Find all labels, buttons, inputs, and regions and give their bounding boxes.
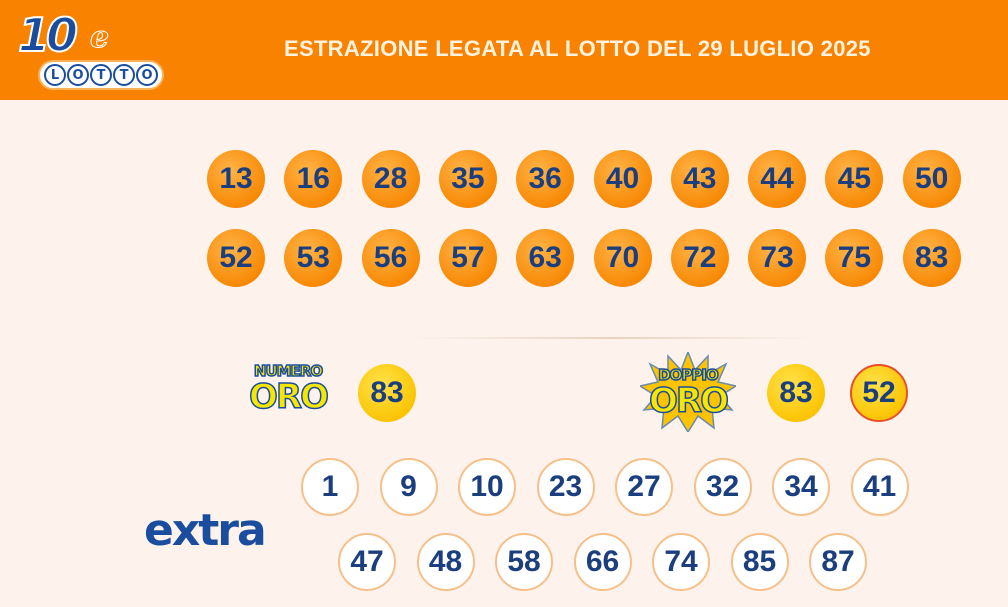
- number-ball: 57: [438, 229, 497, 287]
- number-ball: 40: [593, 150, 652, 208]
- extra-number-ball: 58: [495, 533, 553, 591]
- page-title: ESTRAZIONE LEGATA AL LOTTO DEL 29 LUGLIO…: [284, 36, 871, 61]
- number-ball: 43: [670, 150, 729, 208]
- number-ball: 70: [593, 229, 652, 287]
- extra-number-ball: 41: [850, 458, 909, 516]
- extra-number-ball: 10: [458, 458, 516, 516]
- number-ball: 83: [902, 229, 961, 287]
- number-ball: 50: [902, 150, 961, 208]
- extra-number-ball: 23: [536, 458, 595, 516]
- number-ball: 56: [361, 229, 420, 287]
- numero-oro-logo: NUMERO ORO: [248, 361, 330, 417]
- divider: [410, 337, 815, 339]
- extra-number-ball: 85: [730, 533, 789, 591]
- doppio-oro-ball: 52: [850, 364, 908, 422]
- number-ball: 72: [670, 229, 729, 287]
- number-ball: 75: [825, 229, 884, 287]
- extra-number-ball: 27: [615, 458, 673, 516]
- number-ball: 44: [748, 150, 807, 208]
- number-ball: 73: [748, 229, 807, 287]
- number-ball: 53: [284, 229, 343, 287]
- extra-number-ball: 48: [416, 533, 475, 591]
- extra-number-ball: 74: [652, 533, 710, 591]
- number-ball: 35: [438, 150, 497, 208]
- doppio-oro-star-icon: [640, 352, 736, 432]
- number-ball: 13: [207, 150, 265, 208]
- number-ball: 52: [207, 229, 265, 287]
- extra-logo: extra: [144, 505, 267, 556]
- number-ball: 28: [361, 150, 420, 208]
- number-ball: 36: [516, 150, 575, 208]
- extra-number-ball: 9: [379, 458, 438, 516]
- extra-number-ball: 34: [772, 458, 830, 516]
- extra-number-ball: 32: [693, 458, 752, 516]
- extra-number-ball: 1: [301, 458, 359, 516]
- number-ball: 16: [284, 150, 343, 208]
- numero-oro-ball: 83: [358, 364, 416, 422]
- extra-number-ball: 66: [573, 533, 632, 591]
- number-ball: 45: [825, 150, 884, 208]
- number-ball: 63: [516, 229, 575, 287]
- extra-number-ball: 87: [809, 533, 867, 591]
- doppio-oro-logo: DOPPIO ORO: [648, 365, 730, 421]
- doppio-oro-ball: 83: [767, 364, 825, 422]
- extra-number-ball: 47: [338, 533, 396, 591]
